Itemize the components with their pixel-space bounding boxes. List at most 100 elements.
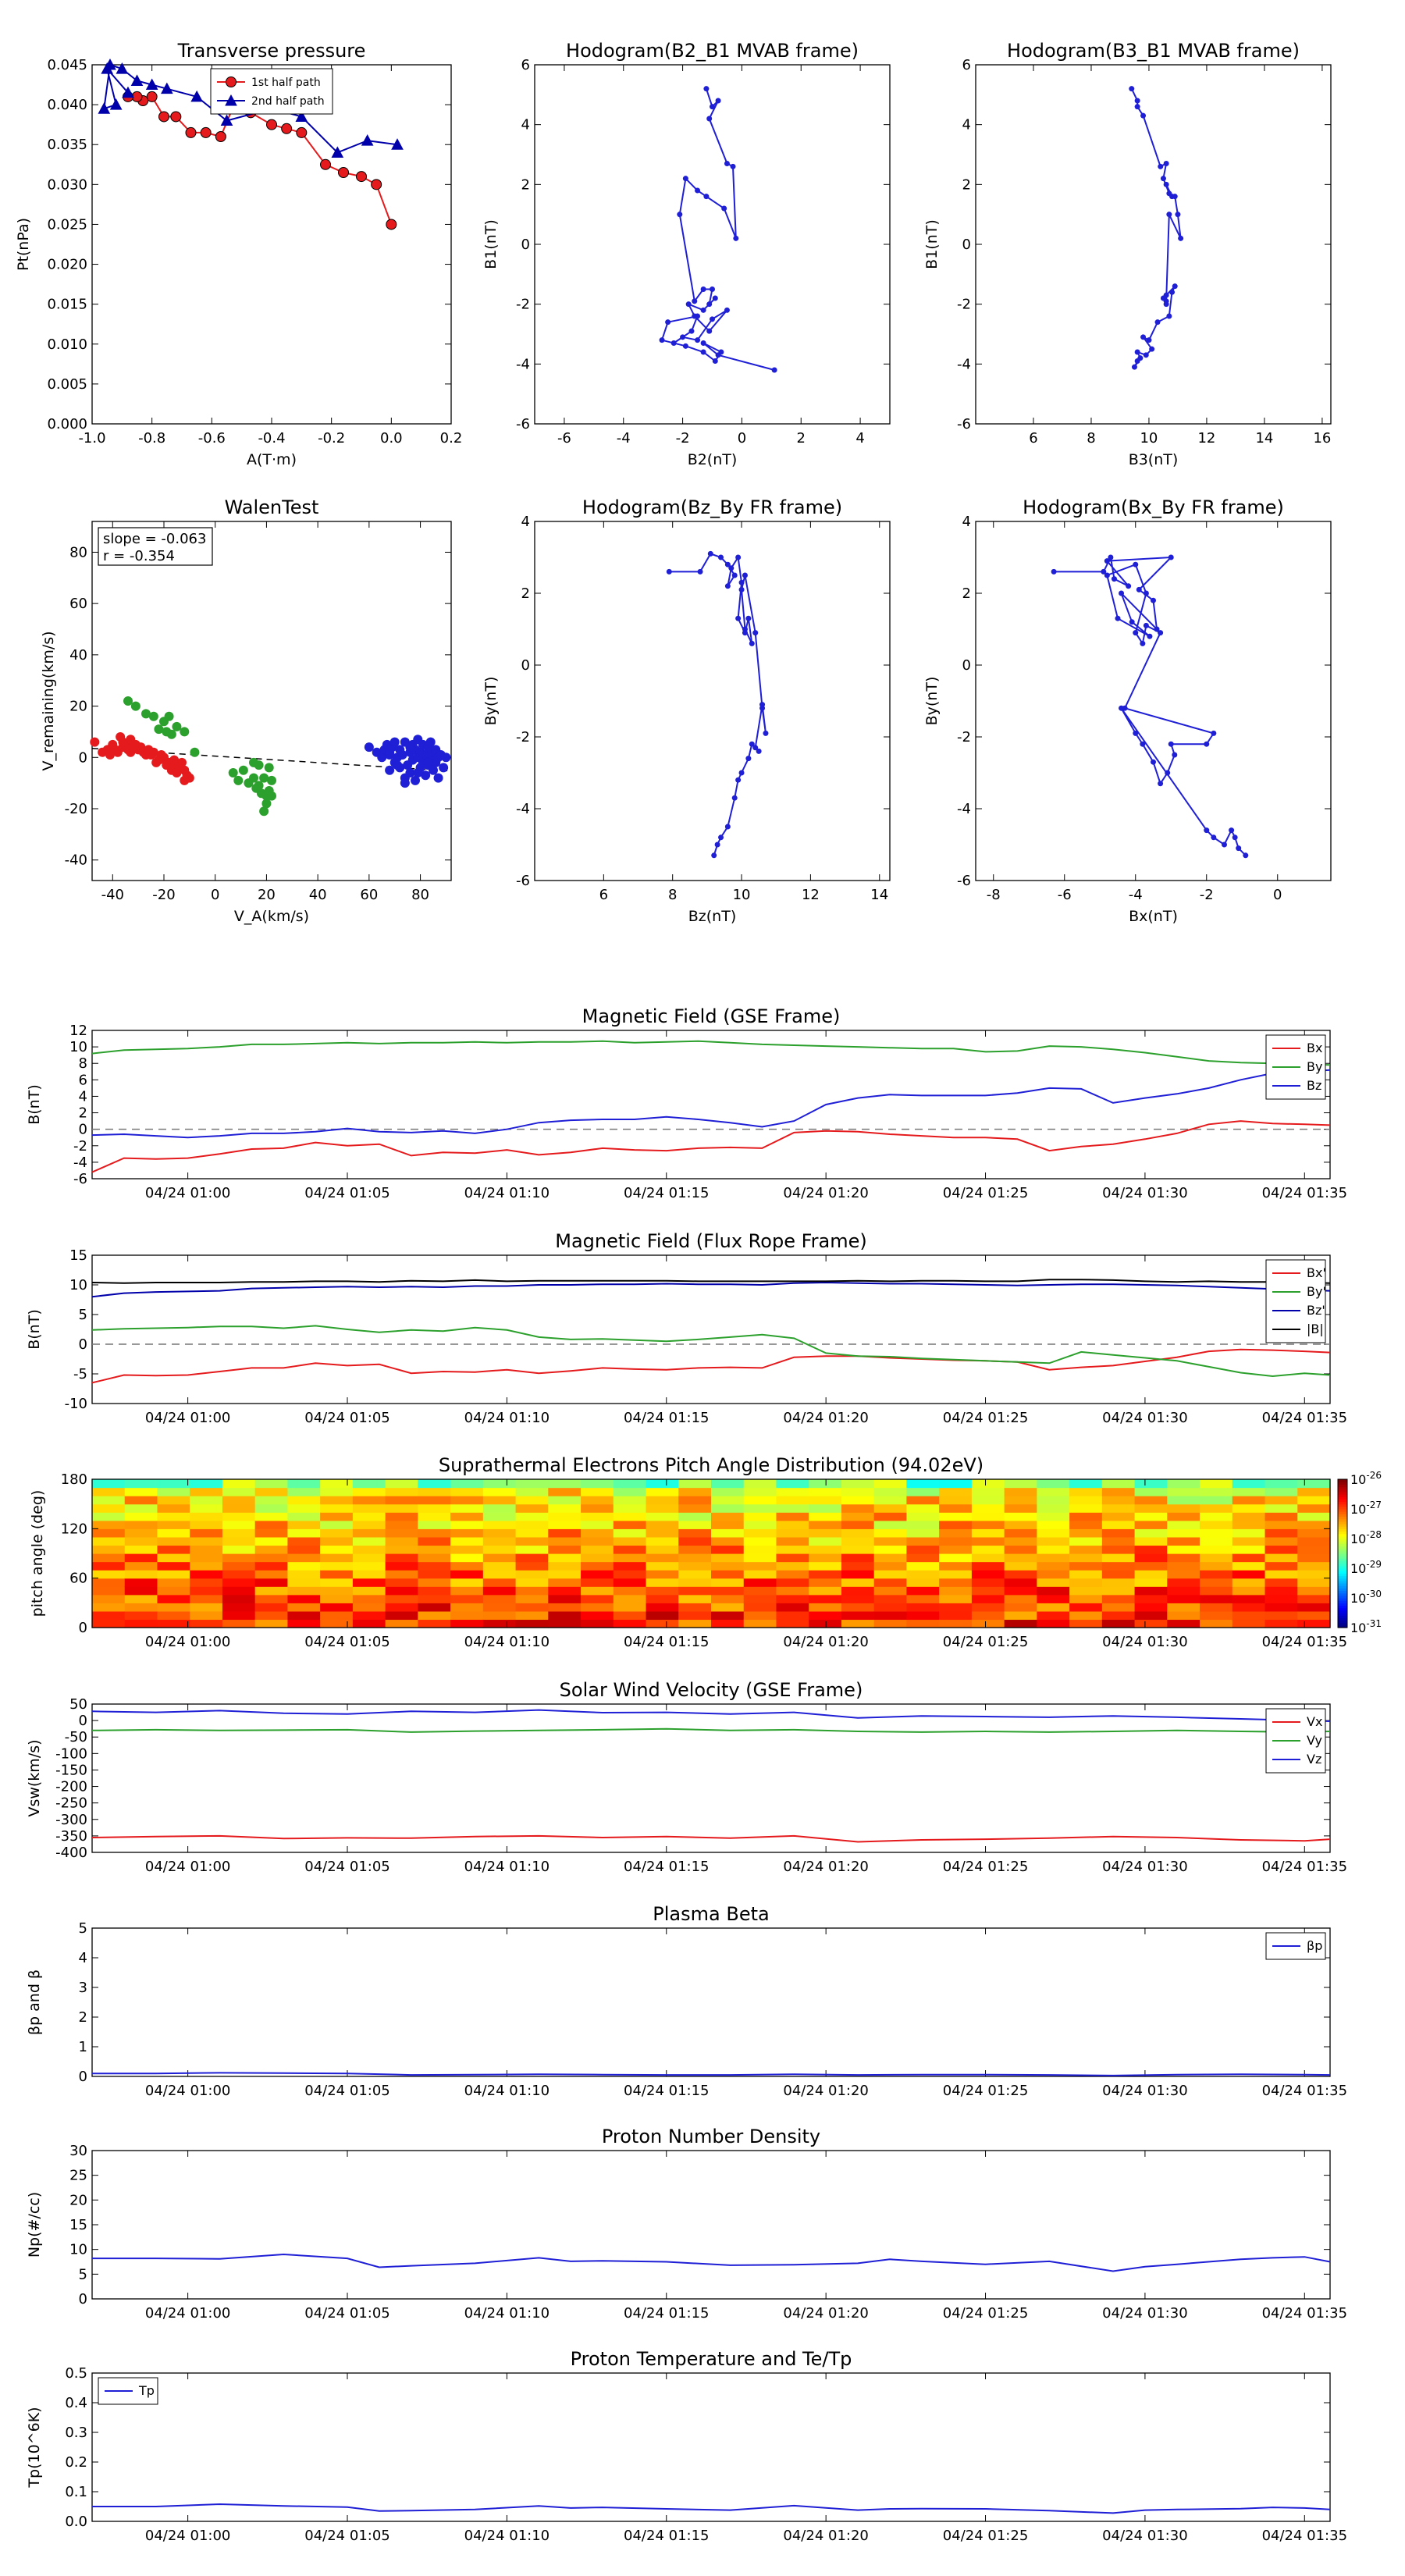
y-tick-label: -4: [73, 1155, 87, 1171]
data-point: [1143, 352, 1149, 358]
data-point: [700, 286, 706, 292]
time-tick-label: 04/24 01:00: [145, 1410, 230, 1426]
heat-cell: [906, 1619, 940, 1628]
colorbar-cell: [1338, 1501, 1347, 1505]
heat-cell: [711, 1512, 745, 1521]
heat-cell: [418, 1570, 451, 1579]
heat-cell: [1167, 1512, 1200, 1521]
heat-cell: [254, 1561, 289, 1571]
heat-cell: [711, 1561, 745, 1571]
y-tick-label: 180: [61, 1471, 87, 1488]
y-tick-label: 0.4: [65, 2395, 87, 2411]
heat-cell: [385, 1610, 418, 1621]
time-tick-label: 04/24 01:10: [464, 1634, 550, 1650]
y-tick-label: -6: [957, 416, 971, 432]
heat-cell: [1101, 1528, 1136, 1538]
y-tick-label: 5: [79, 1920, 87, 1937]
heat-cell: [776, 1512, 809, 1521]
y-tick-label: 2: [962, 176, 971, 193]
data-point: [421, 770, 431, 781]
y-axis-label: Tp(10^6K): [26, 2407, 43, 2488]
y-axis-label: βp and β: [26, 1969, 43, 2035]
heat-cell: [1134, 1503, 1168, 1513]
heat-cell: [613, 1603, 647, 1612]
chart-title: Hodogram(Bz_By FR frame): [582, 496, 842, 518]
heat-cell: [1167, 1496, 1200, 1505]
colorbar-cell: [1338, 1617, 1347, 1621]
heat-cell: [157, 1479, 190, 1489]
heat-cell: [1200, 1536, 1233, 1546]
heat-cell: [1200, 1545, 1233, 1554]
x-tick-label: 0: [1273, 887, 1282, 903]
heat-cell: [287, 1528, 321, 1538]
heat-cell: [124, 1561, 158, 1571]
data-point: [1178, 235, 1184, 241]
heat-cell: [92, 1570, 126, 1579]
heat-cell: [1264, 1570, 1298, 1579]
data-point: [700, 349, 706, 355]
data-point: [688, 328, 695, 334]
heat-cell: [809, 1619, 842, 1628]
heat-cell: [939, 1586, 973, 1596]
heat-cell: [320, 1503, 354, 1513]
series-line: [91, 1040, 1331, 1066]
heat-cell: [385, 1570, 418, 1579]
data-point: [166, 729, 176, 739]
heat-cell: [711, 1570, 745, 1579]
heat-cell: [352, 1619, 386, 1628]
heat-cell: [809, 1496, 842, 1505]
data-point: [385, 747, 395, 757]
heat-cell: [157, 1553, 190, 1563]
data-point: [680, 334, 686, 340]
heat-cell: [190, 1512, 223, 1521]
plot-frame: [91, 64, 452, 425]
time-tick-label: 04/24 01:20: [783, 1410, 868, 1426]
time-tick-label: 04/24 01:30: [1102, 1410, 1187, 1426]
y-tick-label: -4: [516, 356, 530, 372]
colorbar-cell: [1338, 1541, 1347, 1544]
heat-cell: [190, 1570, 223, 1579]
data-point: [389, 737, 400, 747]
heat-cell: [124, 1528, 158, 1538]
data-point: [733, 235, 739, 241]
heat-cell: [841, 1561, 875, 1571]
heat-cell: [254, 1610, 289, 1621]
y-tick-label: 15: [69, 2217, 87, 2233]
heat-cell: [1297, 1528, 1331, 1538]
data-point: [1204, 827, 1210, 834]
y-tick-label: 80: [69, 544, 87, 560]
heat-cell: [1200, 1619, 1233, 1628]
heat-cell: [548, 1503, 582, 1513]
heat-cell: [1004, 1610, 1037, 1621]
heat-cell: [385, 1512, 418, 1521]
data-point: [738, 770, 745, 776]
heat-cell: [1069, 1503, 1103, 1513]
time-tick-label: 04/24 01:20: [783, 2083, 868, 2099]
data-point: [1158, 630, 1164, 636]
series-line: [92, 2072, 1331, 2076]
data-point: [1129, 619, 1135, 625]
heat-cell: [776, 1545, 809, 1554]
colorbar-cell: [1338, 1595, 1347, 1599]
heat-cell: [906, 1512, 940, 1521]
heat-cell: [92, 1594, 126, 1603]
heat-cell: [743, 1610, 777, 1621]
x-tick-label: 6: [599, 887, 608, 903]
data-point: [1151, 597, 1156, 603]
heat-cell: [92, 1496, 126, 1505]
heat-cell: [157, 1594, 190, 1603]
heat-cell: [906, 1520, 940, 1529]
heat-cell: [157, 1578, 190, 1587]
heat-cell: [939, 1610, 973, 1621]
time-tick-label: 04/24 01:05: [304, 2083, 389, 2099]
series-line: [91, 1834, 1331, 1843]
heat-cell: [906, 1570, 940, 1579]
heat-cell: [515, 1512, 549, 1521]
heat-cell: [1297, 1520, 1331, 1529]
heat-cell: [1297, 1561, 1331, 1571]
data-point: [1140, 334, 1147, 340]
heat-cell: [939, 1594, 973, 1603]
data-point: [254, 781, 264, 791]
data-point: [752, 745, 759, 751]
heat-cell: [1200, 1603, 1233, 1612]
